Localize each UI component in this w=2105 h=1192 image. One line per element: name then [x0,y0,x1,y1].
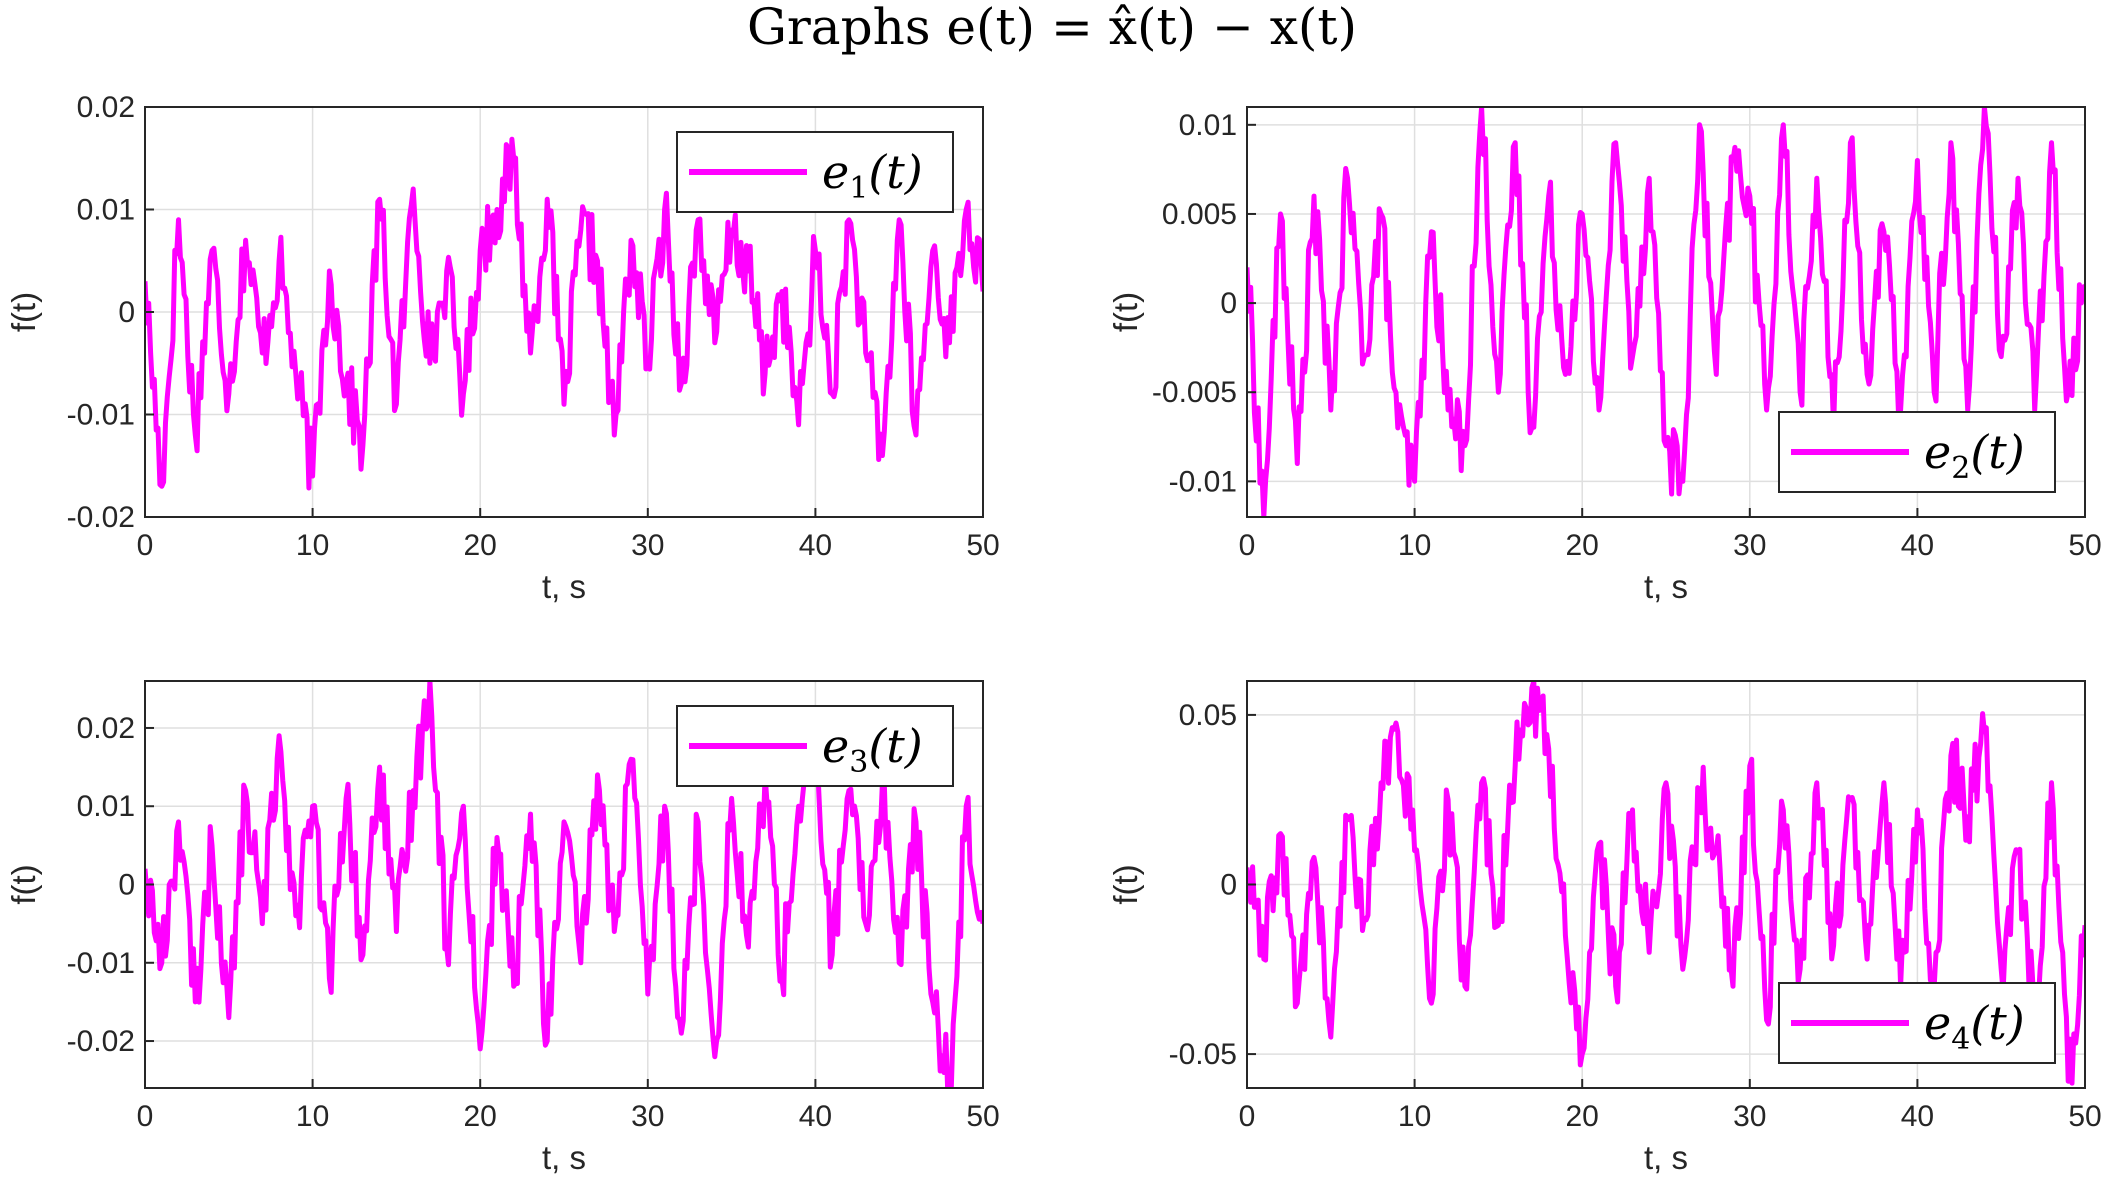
x-tick-label: 50 [2068,1100,2101,1133]
legend-label-tail: (t) [1970,996,2024,1050]
y-axis-label: f(t) [1107,292,1144,332]
y-tick-label: 0 [1220,869,1237,902]
y-tick-label: -0.01 [1169,465,1237,498]
y-tick-label: 0.05 [1179,699,1237,732]
legend-label: e3(t) [822,719,923,780]
y-tick-label: -0.02 [67,1025,135,1058]
x-tick-label: 20 [1566,529,1599,562]
y-tick-label: 0.01 [1179,109,1237,142]
y-tick-label: 0 [1220,287,1237,320]
legend: e3(t) [676,705,954,787]
legend-label-tail: (t) [868,145,922,199]
y-tick-labels: -0.05 0 0.05 [1169,699,1256,1071]
x-tick-label: 30 [1733,1100,1766,1133]
data-line-layer [1247,681,2085,1086]
x-tick-label: 40 [799,1100,832,1133]
x-tick-labels: 0 10 20 30 40 50 [137,1079,1000,1133]
x-axis-label: t, s [1644,568,1688,605]
x-tick-label: 40 [1901,529,1934,562]
x-tick-label: 30 [631,1100,664,1133]
y-tick-label: 0 [118,869,135,902]
x-axis-label: t, s [542,1139,586,1176]
y-tick-label: 0.02 [77,712,135,745]
x-tick-label: 10 [296,1100,329,1133]
y-axis-label: f(t) [5,864,42,904]
legend-label-main: e [822,145,849,199]
series-line-e1(t) [145,136,983,491]
x-tick-label: 40 [1901,1100,1934,1133]
y-tick-label: 0.01 [77,790,135,823]
x-axis-label: t, s [1644,1139,1688,1176]
legend: e4(t) [1778,982,2056,1064]
legend-label-tail: (t) [1970,425,2024,479]
legend-label: e4(t) [1924,996,2025,1057]
x-tick-label: 50 [966,529,999,562]
figure-title: Graphs e(t) = x̂(t) − x(t) [747,0,1357,56]
x-tick-label: 20 [464,1100,497,1133]
legend: e1(t) [676,131,954,213]
x-tick-label: 10 [1398,1100,1431,1133]
series-line-e4(t) [1247,681,2085,1086]
subplot-e3: 0 10 20 30 40 50 -0.02 -0.01 0 0.01 0.02 t, s f(t… [5,680,1000,1176]
x-tick-label: 0 [1239,1100,1256,1133]
y-axis-label: f(t) [1107,864,1144,904]
data-line-layer [1247,107,2085,517]
x-tick-labels: 0 10 20 30 40 50 [1239,1079,2102,1133]
legend-label: e2(t) [1924,425,2025,486]
series-line-e2(t) [1247,107,2085,517]
y-tick-label: 0.02 [77,91,135,124]
legend-label-main: e [1924,425,1951,479]
legend-label-sub: 3 [849,745,868,780]
y-tick-label: -0.01 [67,399,135,432]
x-tick-labels: 0 10 20 30 40 50 [137,508,1000,562]
y-tick-label: 0.01 [77,194,135,227]
legend-label-sub: 4 [1951,1022,1970,1057]
y-tick-labels: -0.02 -0.01 0 0.01 0.02 [67,712,154,1058]
y-tick-labels: -0.02 -0.01 0 0.01 0.02 [67,91,154,534]
legend-label-tail: (t) [868,719,922,773]
x-tick-label: 10 [1398,529,1431,562]
subplot-e1: 0 10 20 30 40 50 -0.02 -0.01 0 0.01 0.02 t, s f(t… [5,91,1000,605]
x-tick-label: 20 [1566,1100,1599,1133]
x-tick-label: 10 [296,529,329,562]
x-tick-label: 30 [1733,529,1766,562]
x-tick-label: 30 [631,529,664,562]
y-tick-label: -0.05 [1169,1038,1237,1071]
x-tick-label: 40 [799,529,832,562]
legend-label-main: e [1924,996,1951,1050]
x-axis-label: t, s [542,568,586,605]
x-tick-label: 0 [137,1100,154,1133]
x-tick-label: 50 [966,1100,999,1133]
x-tick-label: 20 [464,529,497,562]
y-tick-label: -0.01 [67,947,135,980]
x-tick-label: 0 [1239,529,1256,562]
legend: e2(t) [1778,411,2056,493]
subplot-e2: 0 10 20 30 40 50 -0.01 -0.005 0 0.005 0.01 t, s f… [1107,106,2102,605]
x-tick-label: 50 [2068,529,2101,562]
x-tick-label: 0 [137,529,154,562]
axes-box [1246,106,2086,518]
data-line-layer [145,136,983,491]
legend-label: e1(t) [822,145,923,206]
y-tick-label: 0 [118,296,135,329]
data-line-layer [145,681,983,1088]
y-axis-label: f(t) [5,292,42,332]
legend-label-sub: 2 [1951,451,1970,486]
y-tick-label: 0.005 [1162,198,1237,231]
legend-box [676,131,954,213]
series-line-e3(t) [145,681,983,1088]
legend-label-sub: 1 [849,171,868,206]
y-tick-label: -0.02 [67,501,135,534]
y-tick-label: -0.005 [1152,376,1237,409]
x-tick-labels: 0 10 20 30 40 50 [1239,508,2102,562]
legend-label-main: e [822,719,849,773]
y-tick-labels: -0.01 -0.005 0 0.005 0.01 [1152,109,1256,498]
